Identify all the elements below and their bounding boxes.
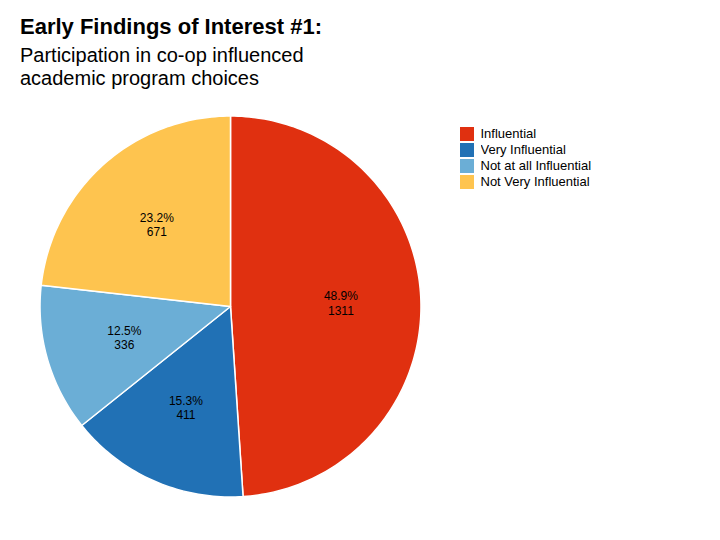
html-text:Participation in co-op influen: Participation in co-op influenced academ…: [20, 44, 304, 89]
html-text:Early Findings of Interest #1:: Early Findings of Interest #1:: [20, 14, 322, 39]
svg-text:23.2%671: 23.2%671: [140, 211, 174, 239]
svg-text:12.5%336: 12.5%336: [107, 324, 141, 352]
html-text:Not Very Influential: Not Very Influential: [480, 174, 590, 189]
svg-text:15.3%411: 15.3%411: [169, 394, 203, 422]
svg-text:48.9%1311: 48.9%1311: [324, 289, 358, 317]
html-text:Very Influential: Very Influential: [480, 142, 566, 157]
html-text:Influential: Influential: [480, 126, 537, 141]
html-text:Not at all Influential: Not at all Influential: [480, 158, 592, 173]
